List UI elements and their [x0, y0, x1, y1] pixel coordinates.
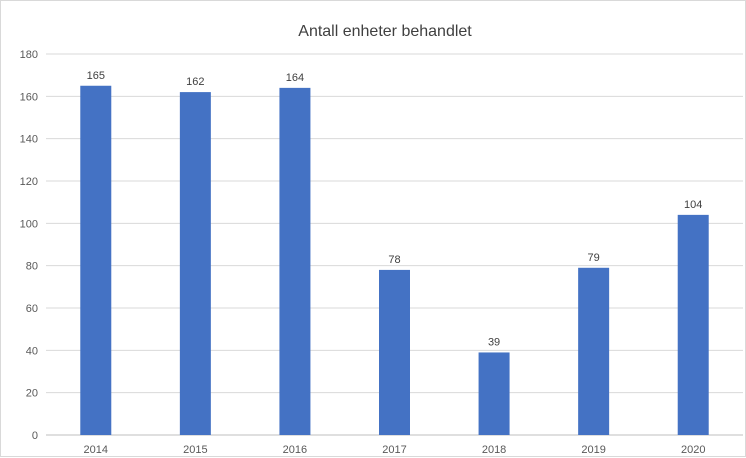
- data-label-2020: 104: [684, 199, 702, 211]
- bar-2019: [578, 267, 610, 435]
- data-labels: 165 162 164 78 39 79 104: [87, 70, 703, 349]
- bar-2018: [478, 352, 510, 435]
- bar-2017: [379, 269, 410, 435]
- gridlines: [46, 53, 743, 436]
- y-tick-label: 60: [26, 303, 38, 315]
- y-tick-label: 160: [20, 91, 38, 103]
- chart-title: Antall enheter behandlet: [298, 23, 472, 40]
- data-label-2018: 39: [488, 336, 500, 348]
- x-tick-label-2020: 2020: [681, 444, 705, 456]
- y-tick-label: 140: [20, 134, 38, 146]
- y-tick-label: 100: [20, 218, 38, 230]
- y-tick-label: 20: [26, 388, 38, 400]
- bar-2014: [80, 85, 112, 435]
- bar-2016: [279, 87, 311, 435]
- y-tick-label: 120: [20, 176, 38, 188]
- x-tick-label-2017: 2017: [382, 444, 406, 456]
- y-tick-label: 0: [32, 430, 38, 442]
- data-label-2019: 79: [588, 252, 600, 264]
- y-tick-label: 80: [26, 261, 38, 273]
- y-tick-label: 180: [20, 49, 38, 61]
- x-tick-label-2018: 2018: [482, 444, 506, 456]
- data-label-2014: 165: [87, 70, 105, 82]
- x-tick-label-2019: 2019: [581, 444, 605, 456]
- bar-2015: [179, 92, 211, 435]
- y-tick-label: 40: [26, 345, 38, 357]
- x-tick-label-2014: 2014: [84, 444, 108, 456]
- bars: [80, 85, 709, 435]
- data-label-2017: 78: [388, 254, 400, 266]
- x-tick-label-2015: 2015: [183, 444, 207, 456]
- data-label-2015: 162: [186, 76, 204, 88]
- y-axis-tick-labels: 0 20 40 60 80 100 120 140 160 180: [20, 49, 38, 442]
- x-axis-tick-labels: 2014 2015 2016 2017 2018 2019 2020: [84, 444, 706, 456]
- data-label-2016: 164: [286, 72, 304, 84]
- bar-2020: [677, 214, 709, 435]
- x-tick-label-2016: 2016: [283, 444, 307, 456]
